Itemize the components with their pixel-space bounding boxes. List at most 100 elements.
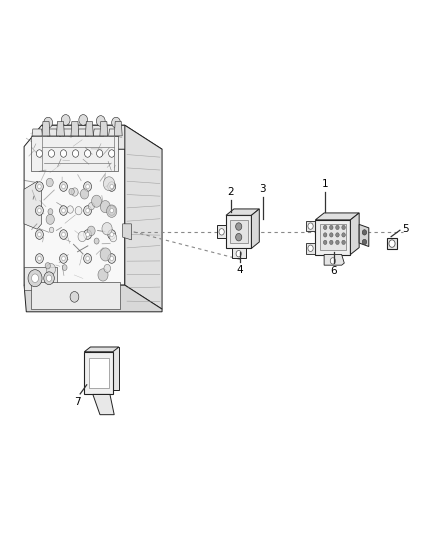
Circle shape bbox=[45, 263, 50, 269]
Circle shape bbox=[38, 208, 41, 213]
Circle shape bbox=[108, 182, 116, 191]
Circle shape bbox=[75, 206, 82, 215]
Circle shape bbox=[72, 150, 78, 157]
Circle shape bbox=[336, 225, 339, 230]
Polygon shape bbox=[93, 129, 104, 136]
Circle shape bbox=[96, 150, 102, 157]
Polygon shape bbox=[57, 122, 64, 136]
Text: 2: 2 bbox=[227, 187, 234, 197]
Circle shape bbox=[32, 274, 39, 282]
Circle shape bbox=[94, 238, 99, 244]
Circle shape bbox=[38, 256, 41, 261]
Circle shape bbox=[98, 269, 108, 281]
Circle shape bbox=[61, 115, 70, 125]
Polygon shape bbox=[42, 125, 162, 149]
Circle shape bbox=[69, 188, 74, 195]
Circle shape bbox=[330, 257, 336, 264]
Circle shape bbox=[329, 225, 333, 230]
Circle shape bbox=[38, 184, 41, 189]
Circle shape bbox=[104, 264, 110, 272]
Polygon shape bbox=[93, 394, 114, 415]
Circle shape bbox=[323, 240, 327, 245]
Polygon shape bbox=[324, 254, 344, 265]
Circle shape bbox=[88, 203, 95, 210]
Circle shape bbox=[35, 254, 43, 263]
Circle shape bbox=[308, 245, 313, 252]
Polygon shape bbox=[226, 215, 251, 248]
Circle shape bbox=[96, 116, 105, 126]
Circle shape bbox=[342, 233, 345, 237]
Text: 4: 4 bbox=[237, 265, 244, 276]
Circle shape bbox=[236, 223, 242, 230]
Circle shape bbox=[85, 150, 91, 157]
Circle shape bbox=[35, 230, 43, 239]
Polygon shape bbox=[123, 224, 131, 240]
Polygon shape bbox=[217, 225, 226, 238]
Circle shape bbox=[110, 208, 113, 213]
Polygon shape bbox=[387, 238, 398, 249]
Circle shape bbox=[80, 189, 88, 199]
Circle shape bbox=[46, 178, 53, 187]
Circle shape bbox=[236, 251, 241, 257]
Circle shape bbox=[84, 230, 92, 239]
Text: 1: 1 bbox=[321, 179, 328, 189]
Polygon shape bbox=[24, 285, 162, 312]
Circle shape bbox=[103, 177, 115, 191]
Circle shape bbox=[110, 184, 113, 189]
Circle shape bbox=[308, 223, 313, 229]
Circle shape bbox=[46, 275, 52, 281]
Circle shape bbox=[110, 233, 117, 242]
Circle shape bbox=[62, 184, 65, 189]
Polygon shape bbox=[78, 129, 88, 136]
Polygon shape bbox=[63, 129, 73, 136]
Circle shape bbox=[44, 272, 54, 285]
Circle shape bbox=[60, 150, 67, 157]
Circle shape bbox=[108, 230, 116, 239]
Circle shape bbox=[219, 229, 224, 235]
Circle shape bbox=[108, 206, 116, 215]
Circle shape bbox=[78, 231, 86, 241]
Circle shape bbox=[36, 150, 42, 157]
Circle shape bbox=[108, 254, 116, 263]
Circle shape bbox=[102, 222, 112, 235]
Circle shape bbox=[336, 240, 339, 245]
Circle shape bbox=[71, 188, 78, 196]
Polygon shape bbox=[42, 122, 50, 136]
Circle shape bbox=[44, 117, 53, 128]
Circle shape bbox=[35, 206, 43, 215]
Circle shape bbox=[389, 240, 395, 247]
Polygon shape bbox=[359, 224, 369, 246]
Polygon shape bbox=[85, 122, 93, 136]
Polygon shape bbox=[125, 125, 162, 309]
Circle shape bbox=[92, 195, 102, 207]
Circle shape bbox=[86, 256, 89, 261]
Text: 6: 6 bbox=[330, 266, 337, 277]
Polygon shape bbox=[306, 243, 315, 254]
Polygon shape bbox=[226, 209, 259, 215]
Text: 5: 5 bbox=[402, 224, 409, 233]
Polygon shape bbox=[47, 129, 58, 136]
Circle shape bbox=[106, 205, 117, 217]
Circle shape bbox=[110, 232, 113, 237]
Circle shape bbox=[329, 240, 333, 245]
Circle shape bbox=[70, 292, 79, 302]
Circle shape bbox=[48, 150, 54, 157]
Circle shape bbox=[87, 226, 95, 236]
Circle shape bbox=[60, 206, 67, 215]
Circle shape bbox=[336, 233, 339, 237]
Circle shape bbox=[100, 248, 111, 261]
Circle shape bbox=[84, 206, 92, 215]
Circle shape bbox=[67, 206, 73, 213]
Circle shape bbox=[46, 263, 56, 274]
Circle shape bbox=[86, 184, 89, 189]
Circle shape bbox=[362, 239, 367, 245]
Polygon shape bbox=[84, 352, 113, 394]
Circle shape bbox=[323, 225, 327, 230]
Polygon shape bbox=[71, 122, 79, 136]
Circle shape bbox=[79, 115, 88, 125]
Circle shape bbox=[86, 208, 89, 213]
Circle shape bbox=[60, 182, 67, 191]
Text: 7: 7 bbox=[74, 397, 81, 407]
Circle shape bbox=[100, 200, 110, 213]
Polygon shape bbox=[24, 266, 57, 290]
